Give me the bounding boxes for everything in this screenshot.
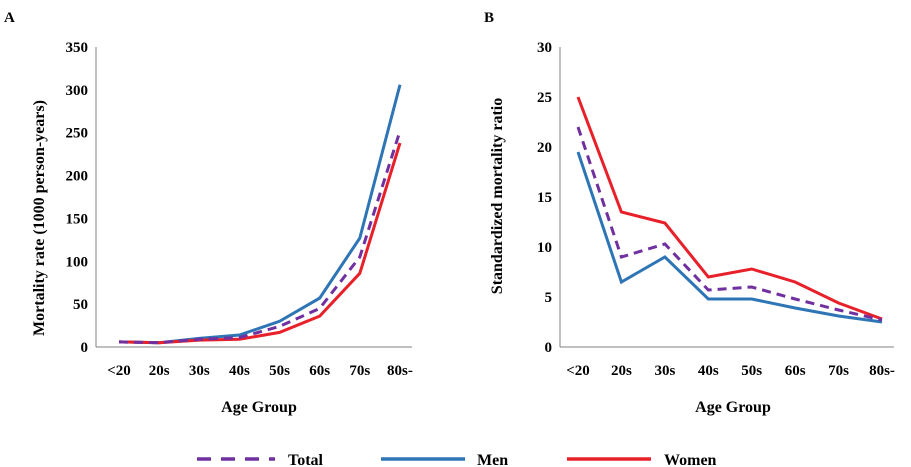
panel-a-xtick-label: 70s — [349, 363, 370, 379]
panel-b-xtick-label: 40s — [698, 363, 719, 379]
panel-a-xtick-label: <20 — [107, 363, 131, 379]
panel-b-label: B — [484, 10, 494, 26]
panel-b-xtick-label: 60s — [785, 363, 806, 379]
panel-b-xtick-label: 50s — [741, 363, 762, 379]
panel-a-xlabel: Age Group — [221, 399, 297, 416]
panel-b-xtick-label: 70s — [828, 363, 849, 379]
panel-a-label: A — [4, 10, 15, 26]
panel-a-xtick-label: 20s — [149, 363, 170, 379]
panel-b-ytick-label: 25 — [537, 90, 552, 106]
panel-b-xtick-label: 80s- — [869, 363, 895, 379]
panel-b-xtick-label: <20 — [566, 363, 590, 379]
panel-b-series-women-line — [576, 96, 883, 321]
panel-b-xlabel: Age Group — [695, 399, 771, 416]
panel-b-xtick-label: 20s — [611, 363, 632, 379]
legend: Total Men Women — [197, 452, 717, 467]
panel-a-xtick-label: 80s- — [387, 363, 413, 379]
panel-a-ytick-label: 50 — [73, 297, 88, 313]
panel-a-ylabel: Mortality rate (1000 person-years) — [31, 100, 48, 336]
panel-b-ytick-label: 5 — [545, 290, 553, 306]
panel-a-ytick-label: 300 — [66, 83, 89, 99]
panel-a-xtick-label: 30s — [189, 363, 210, 379]
panel-b-ytick-label: 15 — [537, 190, 552, 206]
panel-a-ytick-label: 250 — [66, 126, 89, 142]
legend-label-men: Men — [477, 452, 508, 467]
panel-a-ytick-label: 100 — [66, 254, 89, 270]
panel-b-ytick-label: 10 — [537, 240, 552, 256]
panel-b-series-total-line — [576, 126, 883, 322]
panel-b-series-men-line — [576, 151, 883, 324]
panel-a-series-men-line — [118, 84, 402, 345]
panel-b-ylabel: Standardized mortality ratio — [489, 98, 506, 294]
legend-label-total: Total — [288, 452, 324, 467]
panel-a-ytick-label: 350 — [66, 40, 89, 56]
panel-a-series-total-line — [118, 130, 402, 345]
panel-a-ytick-label: 150 — [66, 211, 89, 227]
panel-a-ytick-label: 0 — [81, 340, 89, 356]
panel-b-ytick-label: 30 — [537, 40, 552, 56]
panel-b-ytick-label: 20 — [537, 140, 552, 156]
panel-b-xtick-label: 30s — [654, 363, 675, 379]
panel-a-xtick-label: 60s — [309, 363, 330, 379]
panel-b-ytick-label: 0 — [545, 340, 553, 356]
panel-a-xtick-label: 50s — [269, 363, 290, 379]
panel-a-chart: A Mortality rate (1000 person-years) Age… — [4, 10, 413, 416]
panel-b-chart: B Standardized mortality ratio Age Group… — [484, 10, 895, 416]
panel-a-ytick-label: 200 — [66, 169, 89, 185]
panel-a-xtick-label: 40s — [229, 363, 250, 379]
legend-label-women: Women — [664, 452, 717, 467]
